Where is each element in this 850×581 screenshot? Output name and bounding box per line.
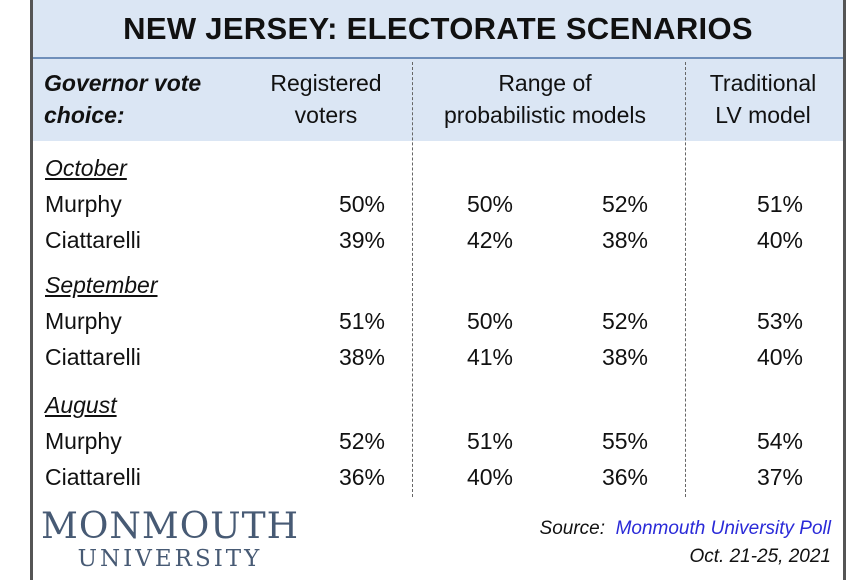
value-cell: 38% [601, 227, 648, 253]
month-row: September [33, 267, 843, 303]
source-link[interactable]: Monmouth University Poll [615, 518, 831, 539]
source-prefix: Source: [539, 518, 606, 539]
value-cell: 36% [338, 464, 385, 490]
logo-line2: UNIVERSITY [77, 546, 263, 572]
table-row: Murphy 52% 51% 55% 54% [33, 423, 843, 459]
candidate-label: Ciattarelli [45, 344, 141, 370]
header-col2-line1: Range of [498, 70, 592, 96]
table-row: Ciattarelli 39% 42% 38% 40% [33, 222, 843, 258]
value-cell: 51% [338, 308, 385, 334]
value-cell: 50% [338, 191, 385, 217]
value-cell: 37% [756, 464, 803, 490]
value-cell: 50% [466, 191, 513, 217]
source-note: Source: Monmouth University Poll Oct. 21… [540, 515, 831, 571]
value-cell: 40% [466, 464, 513, 490]
table-title: NEW JERSEY: ELECTORATE SCENARIOS [33, 0, 843, 59]
month-label: August [45, 392, 117, 418]
month-label: October [45, 155, 127, 181]
value-cell: 40% [756, 227, 803, 253]
column-divider-2 [685, 62, 686, 497]
candidate-label: Ciattarelli [45, 227, 141, 253]
monmouth-logo: MONMOUTH UNIVERSITY [41, 506, 299, 573]
table-row: Murphy 50% 50% 52% 51% [33, 186, 843, 222]
header-traditional-lv: Traditional LV model [688, 67, 838, 131]
value-cell: 50% [466, 308, 513, 334]
header-governor-vote-choice: Governor vote choice: [44, 67, 201, 131]
value-cell: 53% [756, 308, 803, 334]
candidate-label: Murphy [45, 428, 122, 454]
value-cell: 51% [466, 428, 513, 454]
value-cell: 52% [601, 308, 648, 334]
header-col0-line2: choice: [44, 102, 125, 128]
table-row: Ciattarelli 36% 40% 36% 37% [33, 459, 843, 495]
candidate-label: Ciattarelli [45, 464, 141, 490]
value-cell: 42% [466, 227, 513, 253]
value-cell: 41% [466, 344, 513, 370]
value-cell: 54% [756, 428, 803, 454]
logo-line1: MONMOUTH [41, 506, 299, 547]
source-dates: Oct. 21-25, 2021 [689, 546, 831, 567]
table-frame: NEW JERSEY: ELECTORATE SCENARIOS Governo… [30, 0, 846, 580]
value-cell: 38% [338, 344, 385, 370]
value-cell: 52% [601, 191, 648, 217]
table-row: Murphy 51% 50% 52% 53% [33, 303, 843, 339]
header-col3-line2: LV model [715, 102, 811, 128]
header-col0-line1: Governor vote [44, 70, 202, 96]
header-bar [33, 59, 843, 141]
header-registered-voters: Registered voters [261, 67, 391, 131]
value-cell: 40% [756, 344, 803, 370]
month-row: August [33, 387, 843, 423]
value-cell: 55% [601, 428, 648, 454]
month-row: October [33, 150, 843, 186]
value-cell: 51% [756, 191, 803, 217]
candidate-label: Murphy [45, 191, 122, 217]
value-cell: 39% [338, 227, 385, 253]
column-divider-1 [412, 62, 413, 497]
value-cell: 36% [601, 464, 648, 490]
candidate-label: Murphy [45, 308, 122, 334]
header-probabilistic-models: Range of probabilistic models [405, 67, 685, 131]
header-col3-line1: Traditional [709, 70, 817, 96]
header-col2-line2: probabilistic models [444, 102, 646, 128]
month-label: September [45, 272, 158, 298]
header-col1-line1: Registered [270, 70, 382, 96]
header-col1-line2: voters [294, 102, 358, 128]
value-cell: 38% [601, 344, 648, 370]
table-row: Ciattarelli 38% 41% 38% 40% [33, 339, 843, 375]
value-cell: 52% [338, 428, 385, 454]
